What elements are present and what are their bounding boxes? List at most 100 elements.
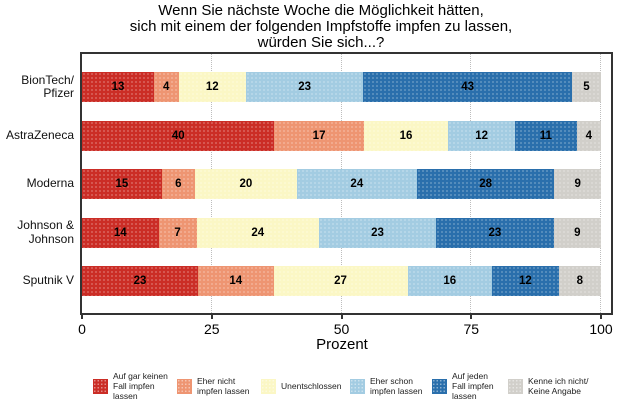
bar-row: 13 4 12 23 43 5 [82, 72, 602, 102]
bar-segment-value: 43 [461, 81, 475, 93]
bar-segment-value: 23 [133, 275, 147, 287]
bar-segment: 28 [416, 169, 555, 199]
legend-swatch [261, 378, 276, 394]
category-label: Sputnik V [22, 273, 74, 288]
legend-swatch [93, 378, 108, 394]
bar-segment-value: 27 [334, 275, 347, 287]
bar-segment: 24 [196, 217, 319, 248]
x-tick-mark [470, 313, 473, 319]
bar-segment: 12 [448, 120, 516, 151]
bar-segment-value: 23 [488, 226, 502, 239]
bar-segment: 12 [492, 266, 559, 296]
bar-segment-value: 9 [574, 226, 581, 239]
bar-segment-value: 5 [583, 81, 590, 93]
bar-segment-value: 14 [229, 275, 243, 287]
x-tick-mark [210, 313, 213, 319]
bar-segment-value: 15 [115, 178, 129, 190]
bar-segment: 23 [245, 72, 364, 102]
bar-segment-value: 4 [163, 81, 170, 93]
bar-segment-value: 4 [585, 129, 593, 142]
bar-segment: 23 [82, 266, 198, 296]
plot-inner: 13 4 12 23 43 5 40 17 16 12 11 4 15 6 20 24 28 9 14 7 24 23 23… [82, 54, 611, 313]
bar-row: 15 6 20 24 28 9 [82, 169, 601, 199]
legend-entry: Auf jeden Fall impfen lassen [432, 363, 494, 409]
bar-segment: 14 [82, 217, 159, 248]
category-label: Moderna [26, 176, 74, 191]
legend-label: Unentschlossen [281, 381, 342, 391]
legend-swatch [177, 378, 192, 394]
legend-swatch [508, 378, 523, 394]
bar-segment: 11 [515, 120, 577, 151]
bar-segment-value: 7 [174, 226, 181, 239]
bar-segment: 6 [161, 169, 195, 199]
bar-segment: 4 [153, 72, 179, 102]
category-label: Johnson & Johnson [17, 218, 74, 246]
x-tick-mark [81, 313, 83, 319]
bar-segment: 8 [558, 266, 602, 296]
bar-segment-value: 20 [239, 178, 253, 190]
legend-entry: Eher schon impfen lassen [350, 363, 422, 409]
bar-segment: 17 [274, 120, 364, 151]
bar-segment-value: 11 [539, 129, 552, 142]
bar-segment-value: 24 [350, 178, 364, 190]
bar-segment: 23 [318, 217, 437, 248]
bar-segment-value: 28 [479, 178, 492, 190]
bar-segment: 27 [273, 266, 408, 296]
bar-segment: 43 [363, 72, 572, 102]
bar-segment: 9 [553, 217, 602, 248]
x-tick-label: 0 [78, 321, 86, 337]
legend-entry: Eher nicht impfen lassen [177, 363, 249, 409]
legend-entry: Kenne ich nicht/ Keine Angabe [508, 363, 588, 409]
bar-segment-value: 23 [298, 81, 312, 93]
x-tick-label: 75 [463, 321, 480, 337]
bar-segment: 24 [296, 169, 417, 199]
legend-label: Kenne ich nicht/ Keine Angabe [528, 376, 589, 396]
x-tick-label: 50 [333, 321, 350, 337]
category-label: BionTech/ Pfizer [21, 72, 74, 100]
bar-segment: 16 [407, 266, 493, 296]
bar-row: 14 7 24 23 23 9 [82, 217, 602, 248]
bar-segment-value: 8 [576, 275, 584, 287]
bar-segment-value: 16 [443, 275, 457, 287]
bar-segment: 16 [363, 120, 449, 151]
bar-segment: 12 [178, 72, 246, 102]
legend-label: Auf jeden Fall impfen lassen [452, 371, 494, 401]
x-tick-label: 100 [589, 321, 613, 337]
bar-segment: 14 [197, 266, 274, 296]
bar-segment: 20 [194, 169, 297, 199]
bar-segment: 40 [82, 120, 275, 151]
bar-segment: 15 [82, 169, 162, 199]
legend-label: Eher schon impfen lassen [370, 376, 423, 396]
bar-segment-value: 16 [399, 129, 413, 142]
bar-segment: 5 [571, 72, 602, 102]
x-tick-mark [340, 313, 343, 319]
bar-segment: 7 [158, 217, 197, 248]
category-label: AstraZeneca [5, 127, 74, 142]
bar-segment-value: 9 [574, 178, 581, 190]
legend-entry: Unentschlossen [261, 363, 341, 409]
bar-segment-value: 23 [371, 226, 384, 239]
bar-segment-value: 12 [519, 275, 532, 287]
bar-segment-value: 13 [111, 81, 125, 93]
x-tick-mark [600, 313, 602, 319]
bar-segment: 9 [554, 169, 601, 199]
bar-row: 23 14 27 16 12 8 [82, 266, 602, 296]
bar-segment-value: 14 [113, 226, 127, 239]
bar-segment: 23 [436, 217, 554, 248]
bar-segment-value: 6 [175, 178, 182, 190]
bar-segment-value: 24 [251, 226, 265, 239]
x-tick-label: 25 [203, 321, 220, 337]
bar-segment-value: 12 [205, 81, 219, 93]
bar-segment-value: 40 [171, 129, 185, 142]
bar-segment-value: 17 [312, 129, 326, 142]
legend-swatch [432, 378, 447, 394]
x-axis-title: Prozent [316, 336, 368, 353]
bar-segment-value: 12 [475, 129, 489, 142]
bar-row: 40 17 16 12 11 4 [82, 120, 601, 151]
legend-swatch [350, 378, 365, 394]
legend-label: Auf gar keinen Fall impfen lassen [113, 371, 168, 401]
legend-entry: Auf gar keinen Fall impfen lassen [93, 363, 168, 409]
chart-title: Wenn Sie nächste Woche die Möglichkeit h… [129, 2, 513, 51]
bar-segment: 13 [82, 72, 154, 102]
